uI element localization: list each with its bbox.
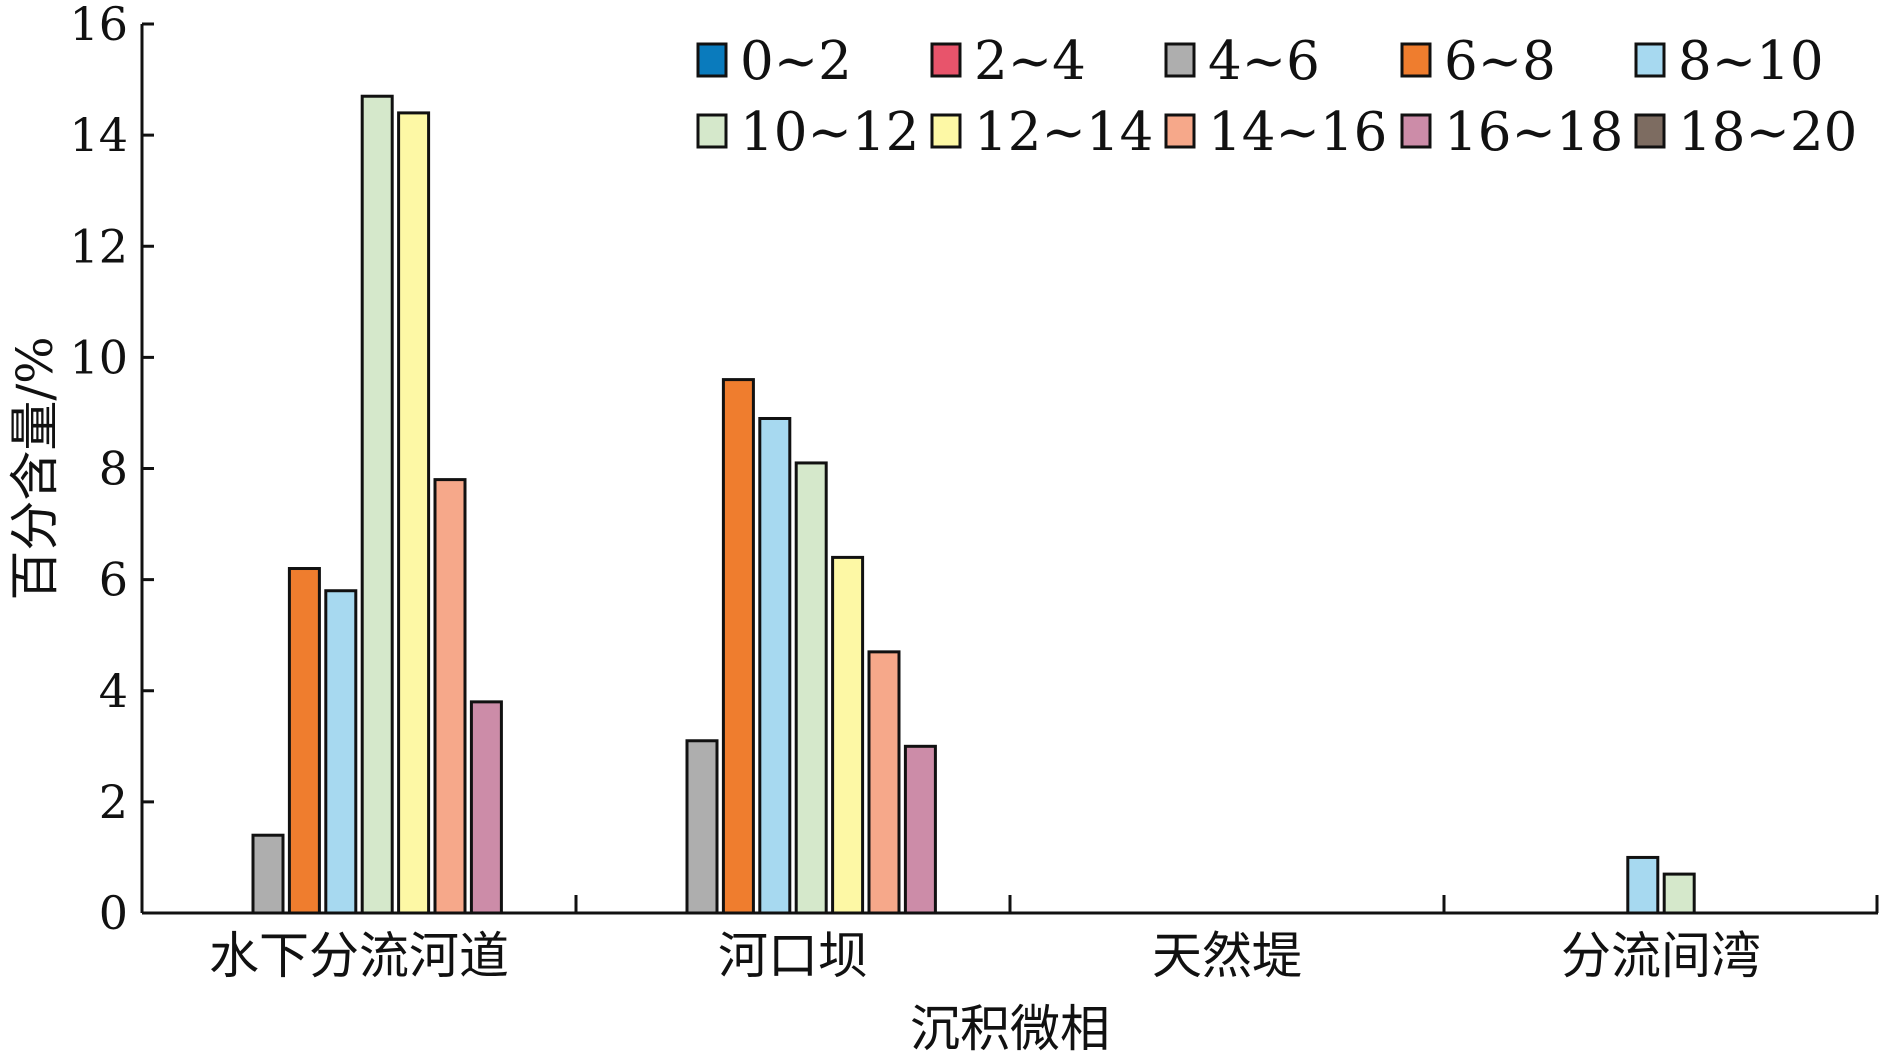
x-axis-title: 沉积微相 [910, 1000, 1110, 1058]
legend-swatch [930, 113, 962, 149]
y-tick-label: 14 [69, 108, 128, 162]
legend-label: 4~6 [1208, 31, 1320, 92]
y-tick-label: 10 [69, 330, 128, 384]
legend-label: 18~20 [1678, 102, 1857, 163]
legend-label: 16~18 [1444, 102, 1623, 163]
bar [1662, 872, 1696, 915]
y-tick-label: 0 [99, 886, 128, 940]
x-category-label: 天然堤 [1152, 927, 1302, 985]
legend-label: 10~12 [740, 102, 919, 163]
bar [433, 478, 467, 915]
legend-swatch [1634, 42, 1666, 78]
legend-swatch [1400, 113, 1432, 149]
y-tick-label: 12 [69, 219, 128, 273]
axes: 0 2 4 6 8 10 12 14 16 水下分流河道 河口坝 天然堤 分流间湾 [69, 0, 1879, 985]
y-tick-label: 4 [99, 664, 128, 718]
legend-swatch [696, 42, 728, 78]
legend-label: 8~10 [1678, 31, 1824, 92]
bar [831, 555, 865, 915]
bar [758, 416, 792, 915]
legend-label: 6~8 [1444, 31, 1556, 92]
legend-swatch [1400, 42, 1432, 78]
x-category-label: 河口坝 [718, 927, 868, 985]
x-category-label: 分流间湾 [1561, 927, 1761, 985]
bar [360, 94, 394, 915]
bar [903, 744, 937, 915]
bar [324, 589, 358, 915]
bar [867, 650, 901, 915]
legend-swatch [696, 113, 728, 149]
y-axis-title: 百分含量/% [6, 336, 64, 600]
y-tick-label: 8 [99, 442, 128, 496]
bar [685, 739, 719, 915]
bar [794, 461, 828, 915]
bar [397, 111, 431, 915]
bar [287, 567, 321, 915]
bar [721, 378, 755, 915]
y-tick-label: 2 [99, 775, 128, 829]
bar [469, 700, 503, 915]
legend-label: 14~16 [1208, 102, 1387, 163]
x-category-label: 水下分流河道 [209, 927, 509, 985]
bars [251, 94, 1696, 915]
legend-label: 12~14 [974, 102, 1153, 163]
legend-swatch [1634, 113, 1666, 149]
legend-label: 0~2 [740, 31, 852, 92]
bar [251, 833, 285, 915]
legend-label: 2~4 [974, 31, 1086, 92]
legend: 0~2 2~4 4~6 6~8 8~10 10~12 12~14 14~16 16~18 18~2… [696, 31, 1857, 163]
legend-swatch [1164, 113, 1196, 149]
bar [1626, 855, 1660, 915]
legend-swatch [1164, 42, 1196, 78]
y-tick-label: 6 [99, 553, 128, 607]
legend-swatch [930, 42, 962, 78]
y-tick-label: 16 [69, 0, 128, 51]
